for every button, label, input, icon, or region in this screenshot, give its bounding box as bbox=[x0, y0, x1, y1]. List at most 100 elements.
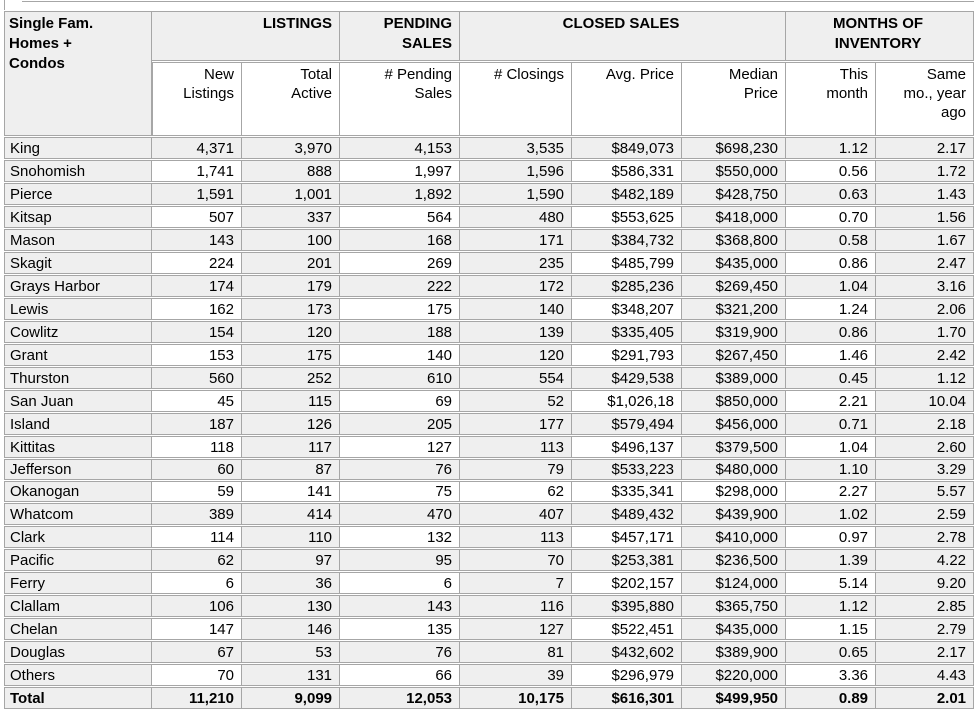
value-cell: 113 bbox=[460, 526, 573, 548]
col-header-median-price: Median Price bbox=[682, 62, 787, 136]
value-cell: 135 bbox=[340, 618, 461, 640]
county-name-cell: Lewis bbox=[4, 298, 152, 320]
value-cell: 97 bbox=[242, 549, 341, 571]
value-cell: 53 bbox=[242, 641, 341, 663]
value-cell: $579,494 bbox=[572, 413, 683, 435]
value-cell: $389,000 bbox=[682, 367, 787, 389]
value-cell: 1,001 bbox=[242, 183, 341, 205]
value-cell: 0.70 bbox=[786, 206, 877, 228]
group-header-months-of-inventory: MONTHS OF INVENTORY bbox=[786, 11, 975, 61]
value-cell: $480,000 bbox=[682, 459, 787, 480]
county-row: Kitsap 507 337 564 480 $553,625 $418,000 0.70 1.… bbox=[4, 206, 975, 228]
value-cell: $410,000 bbox=[682, 526, 787, 548]
county-row: Mason 143 100 168 171 $384,732 $368,800 0.58 1.6… bbox=[4, 229, 975, 251]
county-name-cell: Ferry bbox=[4, 572, 152, 594]
value-cell: 188 bbox=[340, 321, 461, 343]
value-cell: $485,799 bbox=[572, 252, 683, 274]
county-row: Chelan 147 146 135 127 $522,451 $435,000 1.15 2.… bbox=[4, 618, 975, 640]
group-header-row: Single Fam. Homes + Condos LISTINGS PEND… bbox=[4, 11, 975, 136]
value-cell: 79 bbox=[460, 459, 573, 480]
value-cell: 171 bbox=[460, 229, 573, 251]
county-row: Thurston 560 252 610 554 $429,538 $389,000 0.45… bbox=[4, 367, 975, 389]
value-cell: $124,000 bbox=[682, 572, 787, 594]
col-header-new-listings: New Listings bbox=[152, 62, 242, 136]
value-cell: $269,450 bbox=[682, 275, 787, 297]
county-row: Cowlitz 154 120 188 139 $335,405 $319,900 0.86 1… bbox=[4, 321, 975, 343]
value-cell: 2.17 bbox=[876, 641, 975, 663]
value-cell: 143 bbox=[340, 595, 461, 617]
county-row: Ferry 6 36 6 7 $202,157 $124,000 5.14 9.20 bbox=[4, 572, 975, 594]
value-cell: $335,405 bbox=[572, 321, 683, 343]
county-row: Kittitas 118 117 127 113 $496,137 $379,500 1.04… bbox=[4, 436, 975, 458]
value-cell: 10.04 bbox=[876, 390, 975, 412]
value-cell: 179 bbox=[242, 275, 341, 297]
value-cell: 1.56 bbox=[876, 206, 975, 228]
value-cell: 4,371 bbox=[152, 137, 242, 159]
value-cell: 140 bbox=[340, 344, 461, 366]
value-cell: 143 bbox=[152, 229, 242, 251]
value-cell: 9.20 bbox=[876, 572, 975, 594]
value-cell: $429,538 bbox=[572, 367, 683, 389]
value-cell: 269 bbox=[340, 252, 461, 274]
value-cell: $298,000 bbox=[682, 481, 787, 502]
county-row: Clallam 106 130 143 116 $395,880 $365,750 1.12 2… bbox=[4, 595, 975, 617]
county-name-cell: Pacific bbox=[4, 549, 152, 571]
value-cell: 222 bbox=[340, 275, 461, 297]
county-row: Lewis 162 173 175 140 $348,207 $321,200 1.24 2.0… bbox=[4, 298, 975, 320]
value-cell: $499,950 bbox=[682, 687, 787, 709]
county-name-cell: Douglas bbox=[4, 641, 152, 663]
value-cell: 5.14 bbox=[786, 572, 877, 594]
value-cell: 4.22 bbox=[876, 549, 975, 571]
value-cell: 36 bbox=[242, 572, 341, 594]
value-cell: $489,432 bbox=[572, 503, 683, 525]
value-cell: 95 bbox=[340, 549, 461, 571]
value-cell: 87 bbox=[242, 459, 341, 480]
value-cell: 174 bbox=[152, 275, 242, 297]
value-cell: 0.58 bbox=[786, 229, 877, 251]
value-cell: 337 bbox=[242, 206, 341, 228]
group-header-closed-sales: CLOSED SALES bbox=[460, 11, 787, 61]
value-cell: 113 bbox=[460, 436, 573, 458]
value-cell: $319,900 bbox=[682, 321, 787, 343]
county-name-cell: Kittitas bbox=[4, 436, 152, 458]
value-cell: 0.86 bbox=[786, 252, 877, 274]
value-cell: 7 bbox=[460, 572, 573, 594]
county-row: Grays Harbor 174 179 222 172 $285,236 $269,450… bbox=[4, 275, 975, 297]
value-cell: 116 bbox=[460, 595, 573, 617]
value-cell: 2.85 bbox=[876, 595, 975, 617]
value-cell: 76 bbox=[340, 641, 461, 663]
value-cell: $220,000 bbox=[682, 664, 787, 686]
county-name-cell: King bbox=[4, 137, 152, 159]
value-cell: 252 bbox=[242, 367, 341, 389]
value-cell: 1.04 bbox=[786, 436, 877, 458]
county-name-cell: Others bbox=[4, 664, 152, 686]
value-cell: 1,590 bbox=[460, 183, 573, 205]
value-cell: 3.29 bbox=[876, 459, 975, 480]
county-name-cell: Okanogan bbox=[4, 481, 152, 502]
value-cell: $698,230 bbox=[682, 137, 787, 159]
value-cell: 0.63 bbox=[786, 183, 877, 205]
county-row: Island 187 126 205 177 $579,494 $456,000 0.71 2.… bbox=[4, 413, 975, 435]
value-cell: 1.04 bbox=[786, 275, 877, 297]
value-cell: 39 bbox=[460, 664, 573, 686]
value-cell: 106 bbox=[152, 595, 242, 617]
value-cell: 470 bbox=[340, 503, 461, 525]
value-cell: 67 bbox=[152, 641, 242, 663]
value-cell: 60 bbox=[152, 459, 242, 480]
county-row: Skagit 224 201 269 235 $485,799 $435,000 0.86 2.… bbox=[4, 252, 975, 274]
value-cell: 0.45 bbox=[786, 367, 877, 389]
group-header-pending-sales: PENDING SALES bbox=[340, 11, 461, 61]
value-cell: 3.16 bbox=[876, 275, 975, 297]
county-name-cell: Clallam bbox=[4, 595, 152, 617]
value-cell: 1.24 bbox=[786, 298, 877, 320]
value-cell: $482,189 bbox=[572, 183, 683, 205]
value-cell: 132 bbox=[340, 526, 461, 548]
value-cell: 70 bbox=[152, 664, 242, 686]
value-cell: $850,000 bbox=[682, 390, 787, 412]
county-name-cell: Island bbox=[4, 413, 152, 435]
value-cell: $236,500 bbox=[682, 549, 787, 571]
value-cell: $253,381 bbox=[572, 549, 683, 571]
value-cell: 127 bbox=[460, 618, 573, 640]
value-cell: 115 bbox=[242, 390, 341, 412]
